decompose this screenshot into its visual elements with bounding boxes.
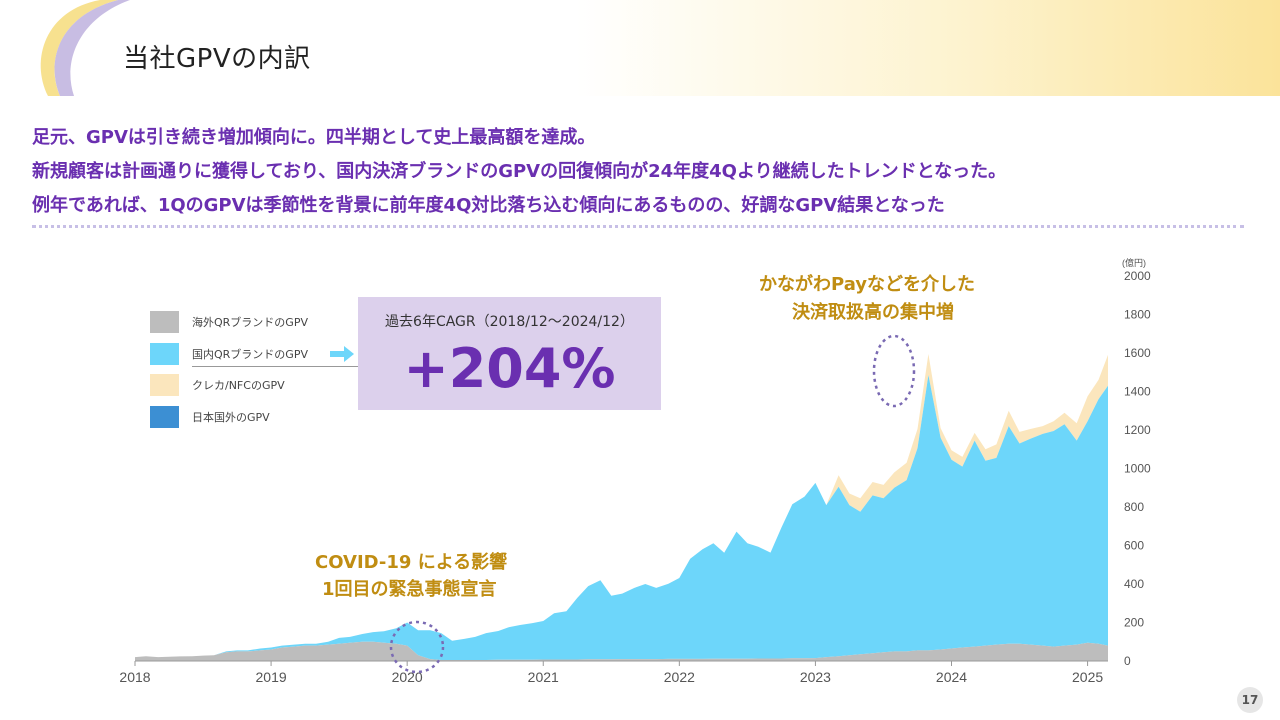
y-tick-label: 200 — [1124, 616, 1144, 630]
covid-highlight-circle — [389, 620, 445, 674]
legend-label: 国内QRブランドのGPV — [192, 348, 308, 361]
x-tick-label: 2020 — [392, 669, 423, 685]
y-tick-label: 400 — [1124, 577, 1144, 591]
x-axis: 2018 2019 2020 2021 2022 2023 2024 2025 — [119, 660, 1108, 685]
page-title: 当社GPVの内訳 — [123, 44, 311, 74]
lead-line-1: 足元、GPVは引き続き増加傾向に。四半期として史上最高額を達成。 — [32, 127, 596, 148]
y-tick-label: 600 — [1124, 539, 1144, 553]
y-tick-label: 1000 — [1124, 462, 1151, 476]
cagr-label: 過去6年CAGR（2018/12～2024/12） — [385, 314, 634, 330]
legend-label: 海外QRブランドのGPV — [192, 316, 308, 329]
y-tick-label: 1800 — [1124, 308, 1151, 322]
legend-swatch — [150, 406, 179, 428]
page-number: 17 — [1237, 687, 1263, 713]
y-tick-label: 1600 — [1124, 346, 1151, 360]
section-divider — [32, 225, 1244, 228]
covid-annotation-line-2: 1回目の緊急事態宣言 — [322, 579, 497, 600]
y-axis: 0 200 400 600 800 1000 1200 1400 1600 1800 2000 — [1124, 269, 1151, 668]
legend-item-domestic-qr: 国内QRブランドのGPV — [150, 342, 308, 366]
y-tick-label: 2000 — [1124, 269, 1151, 283]
legend-item-overseas: 日本国外のGPV — [150, 405, 270, 429]
x-tick-label: 2023 — [800, 669, 831, 685]
legend-swatch — [150, 374, 179, 396]
y-tick-label: 1400 — [1124, 385, 1151, 399]
legend-highlight-underline — [192, 366, 364, 367]
legend-swatch — [150, 311, 179, 333]
cagr-value: +204% — [403, 337, 616, 400]
cagr-box: 過去6年CAGR（2018/12～2024/12） +204% — [358, 297, 661, 410]
lead-line-3: 例年であれば、1QのGPVは季節性を背景に前年度4Q対比落ち込む傾向にあるものの… — [32, 195, 945, 216]
y-tick-label: 800 — [1124, 500, 1144, 514]
kanagawa-annotation-line-1: かながわPayなどを介した — [759, 274, 976, 295]
y-tick-label: 1200 — [1124, 423, 1151, 437]
kanagawa-highlight-circle — [872, 334, 916, 408]
x-tick-label: 2019 — [256, 669, 287, 685]
legend-item-credit-nfc: クレカ/NFCのGPV — [150, 373, 285, 397]
arrow-right-icon — [330, 346, 354, 362]
x-tick-label: 2025 — [1072, 669, 1103, 685]
covid-annotation-line-1: COVID-19 による影響 — [315, 552, 508, 573]
y-axis-unit-label: (億円) — [1122, 257, 1146, 268]
chart-areas — [135, 354, 1108, 661]
legend-label: 日本国外のGPV — [192, 411, 270, 424]
header-band — [0, 0, 1280, 96]
x-tick-label: 2024 — [936, 669, 967, 685]
legend-label: クレカ/NFCのGPV — [192, 379, 285, 392]
legend-swatch — [150, 343, 179, 365]
x-tick-label: 2021 — [528, 669, 559, 685]
legend-item-overseas-qr: 海外QRブランドのGPV — [150, 310, 308, 334]
x-tick-label: 2022 — [664, 669, 695, 685]
y-tick-label: 0 — [1124, 654, 1131, 668]
area-overseas-qr — [135, 641, 1108, 661]
kanagawa-annotation-line-2: 決済取扱高の集中増 — [792, 302, 954, 323]
header-arc-decoration — [40, 0, 131, 96]
x-tick-label: 2018 — [119, 669, 150, 685]
area-domestic-qr — [135, 375, 1108, 660]
lead-line-2: 新規顧客は計画通りに獲得しており、国内決済ブランドのGPVの回復傾向が24年度4… — [32, 161, 1007, 182]
